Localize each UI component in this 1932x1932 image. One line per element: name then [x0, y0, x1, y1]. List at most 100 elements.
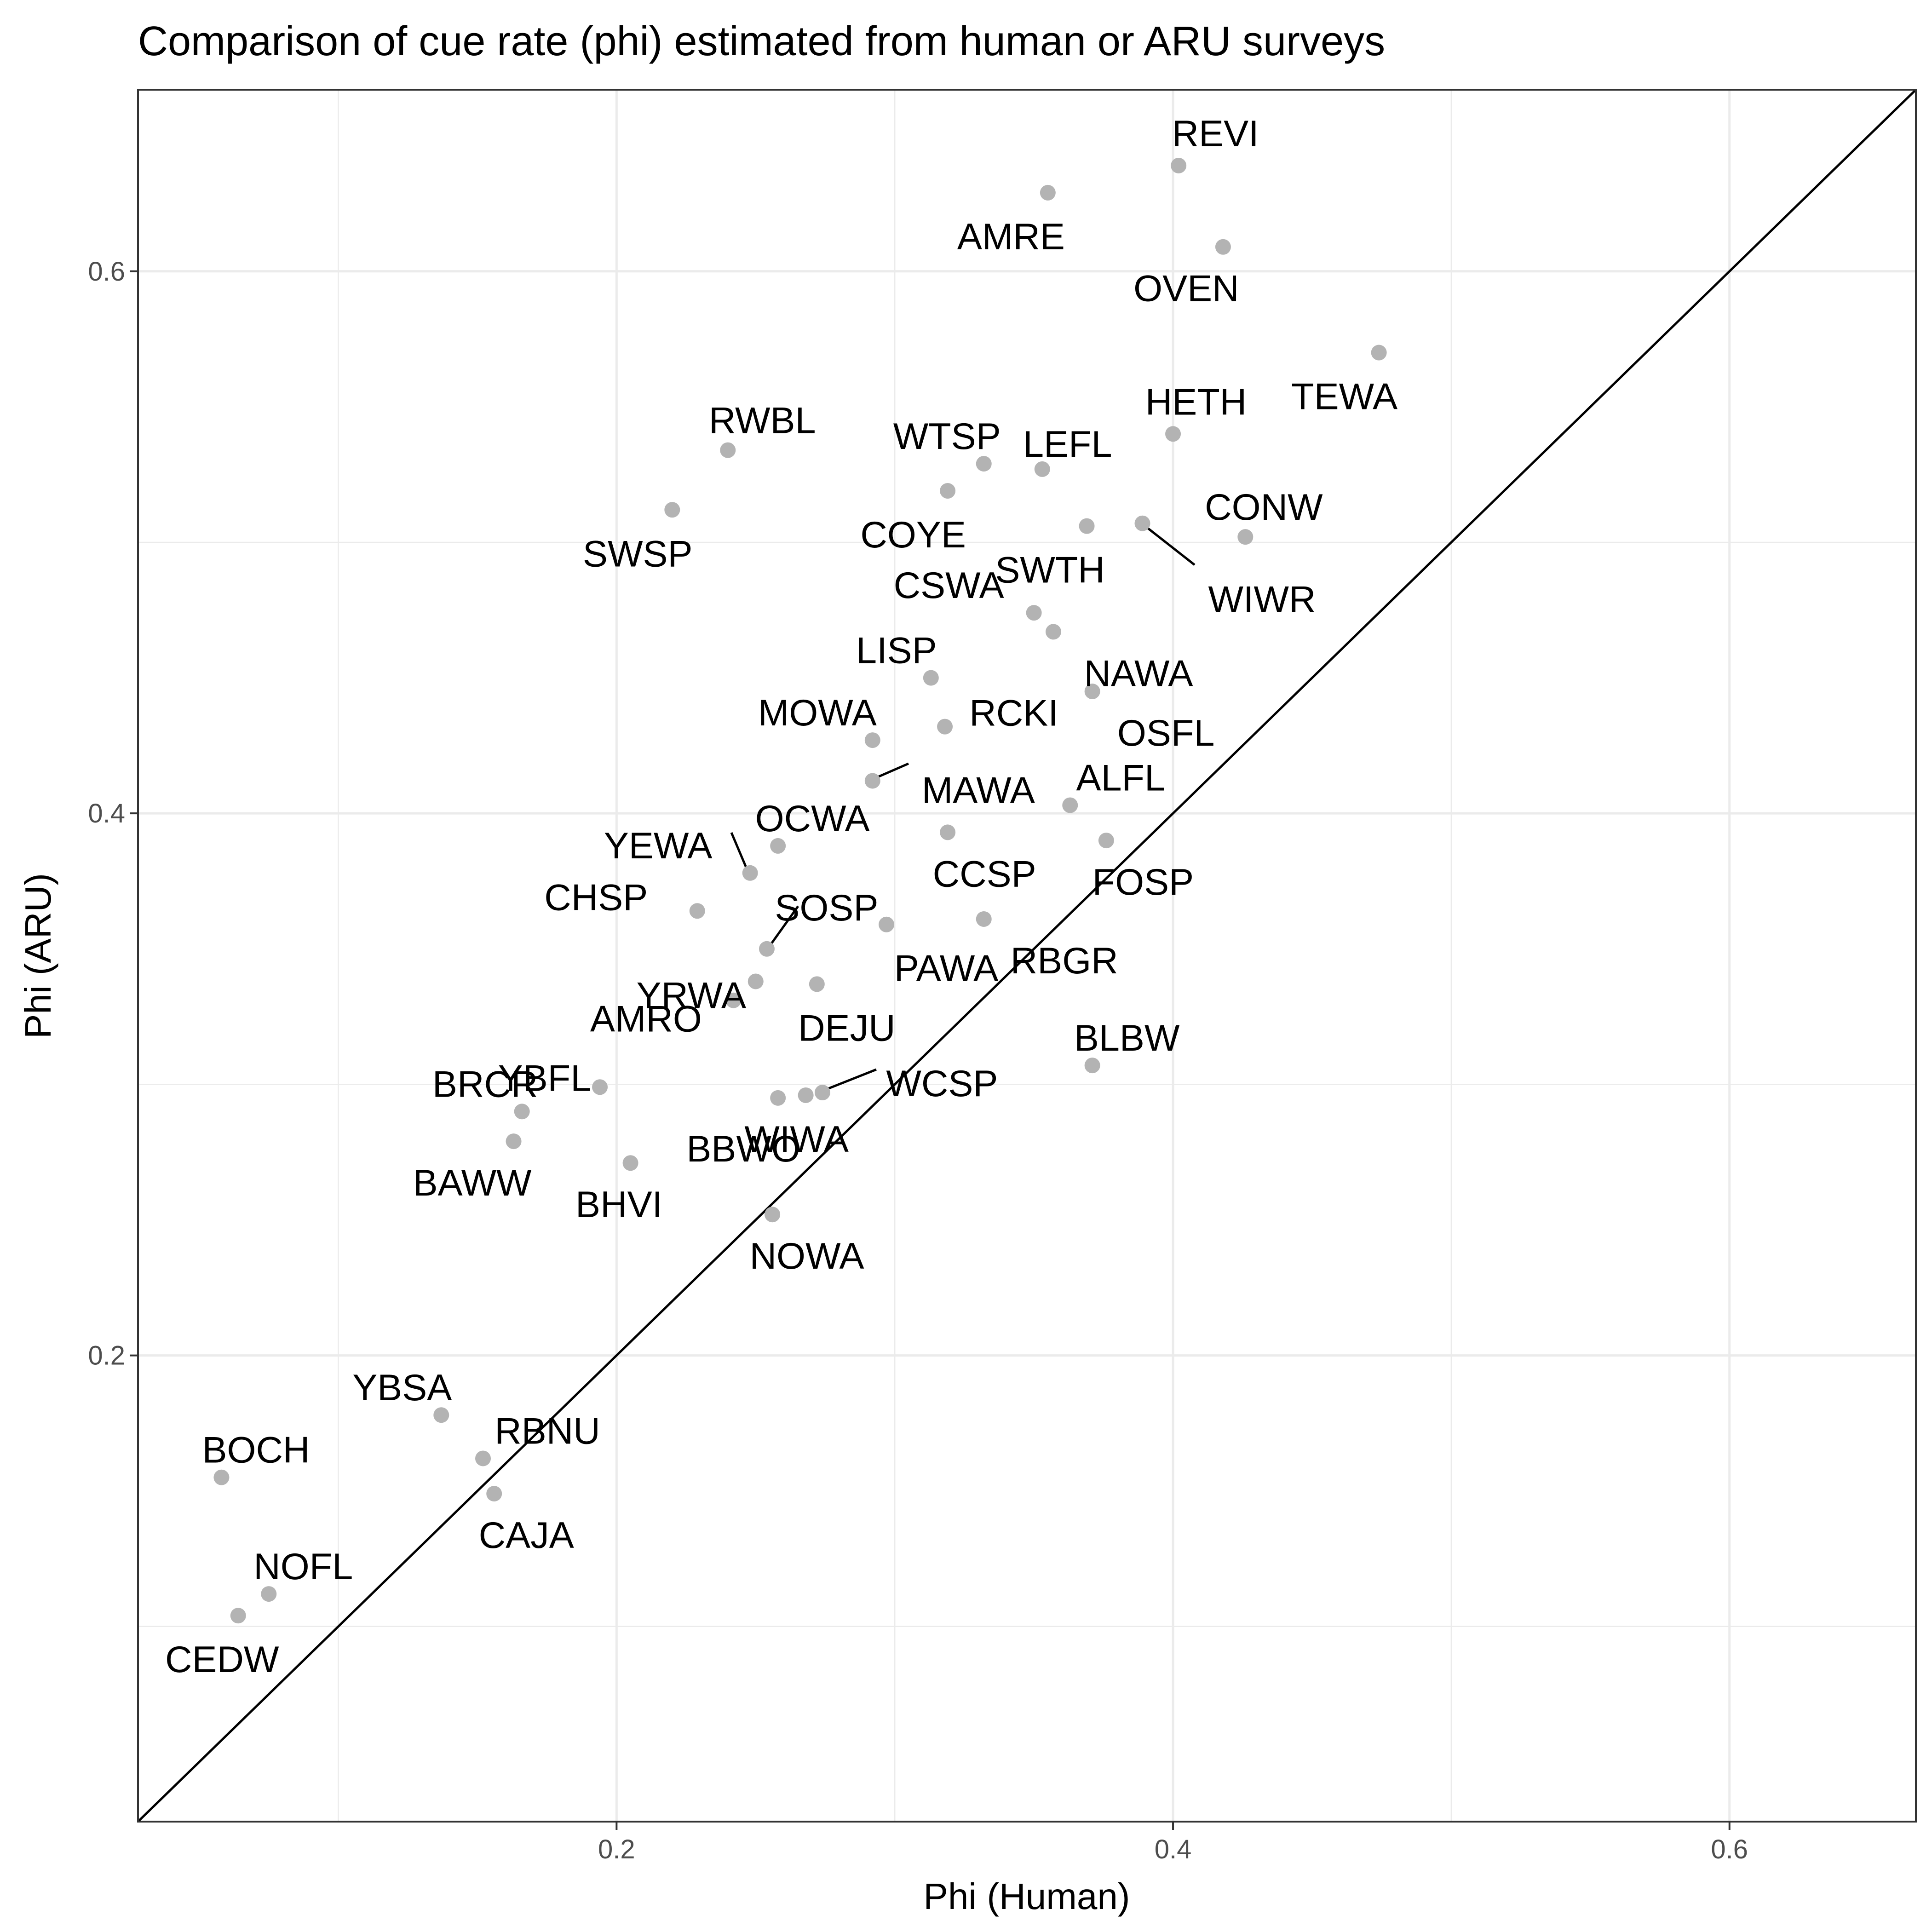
leader-line-wiwr	[1144, 525, 1196, 566]
data-point-ocwa	[770, 838, 786, 854]
data-point-alfl	[1062, 797, 1078, 813]
data-point-ccsp	[940, 824, 956, 840]
point-label-osfl: OSFL	[1117, 713, 1215, 754]
data-point-cedw	[230, 1608, 246, 1624]
point-label-ybsa: YBSA	[352, 1367, 452, 1409]
point-label-ccsp: CCSP	[933, 853, 1036, 895]
x-tick-label: 0.4	[1155, 1834, 1192, 1864]
data-point-baww	[506, 1133, 522, 1150]
data-point-bhvi	[622, 1155, 638, 1171]
point-label-lefl: LEFL	[1023, 424, 1112, 465]
point-label-brcr: BRCR	[432, 1064, 538, 1105]
data-point-nowa	[765, 1207, 781, 1223]
point-label-rcki: RCKI	[969, 693, 1058, 734]
data-point-wiwr	[1134, 515, 1150, 531]
data-point-oven	[1215, 239, 1231, 255]
identity-line	[137, 89, 1917, 1823]
point-label-ybfl: YBFL	[498, 1058, 592, 1099]
data-point-chsp	[689, 903, 705, 919]
axis-ticks: 0.2 0.4 0.6 0.2 0.4 0.6	[88, 257, 1748, 1864]
point-label-rbnu: RBNU	[494, 1410, 600, 1452]
point-label-yrwa: YRWA	[637, 975, 747, 1016]
point-label-amro: AMRO	[590, 999, 702, 1040]
point-label-mawa: MAWA	[922, 770, 1035, 811]
point-label-lisp: LISP	[856, 630, 937, 672]
point-label-fosp: FOSP	[1092, 862, 1194, 903]
point-label-amre: AMRE	[957, 216, 1065, 258]
point-label-sosp: SOSP	[775, 887, 878, 929]
point-label-cedw: CEDW	[165, 1639, 279, 1680]
point-label-wcsp: WCSP	[886, 1063, 998, 1104]
point-label-heth: HETH	[1145, 381, 1247, 423]
point-label-conw: CONW	[1205, 487, 1323, 528]
point-label-yewa: YEWA	[604, 825, 713, 867]
data-point-nofl	[261, 1586, 277, 1602]
data-point-pawa	[879, 916, 895, 932]
identity-line-layer	[137, 89, 1917, 1823]
data-point-rwbl	[720, 442, 736, 458]
data-point-revi	[1171, 157, 1187, 173]
data-point-heth	[1165, 426, 1181, 442]
data-point-wcsp	[814, 1085, 830, 1101]
data-point-bbwo	[770, 1090, 786, 1106]
x-tick-label: 0.2	[598, 1834, 635, 1864]
point-label-rbgr: RBGR	[1011, 940, 1118, 982]
data-points	[213, 157, 1387, 1624]
data-point-swth	[1079, 518, 1095, 534]
data-point-conw	[1237, 529, 1254, 545]
point-label-pawa: PAWA	[894, 948, 999, 989]
data-point-blbw	[1084, 1058, 1100, 1074]
data-point-caja	[486, 1486, 502, 1502]
point-label-coye: COYE	[860, 514, 966, 556]
data-point-rcki	[937, 719, 953, 735]
point-label-mowa: MOWA	[758, 692, 877, 734]
data-point-fosp	[1098, 833, 1114, 849]
data-point-osfl	[1084, 684, 1100, 700]
data-point-rbnu	[475, 1450, 491, 1466]
y-tick-label: 0.4	[88, 799, 125, 828]
point-label-wiwr: WIWR	[1208, 579, 1316, 621]
data-point-amro	[725, 992, 742, 1008]
data-point-brcr	[514, 1104, 530, 1120]
data-point-cswa	[1026, 605, 1042, 621]
data-point-lefl	[1034, 461, 1050, 477]
leader-line-wcsp	[825, 1068, 877, 1091]
data-point-swsp	[664, 502, 680, 518]
data-point-yrwa	[748, 973, 764, 989]
point-label-wiwa: WIWA	[744, 1119, 848, 1160]
point-label-revi: REVI	[1172, 113, 1259, 155]
point-label-chsp: CHSP	[544, 877, 648, 918]
point-label-nowa: NOWA	[750, 1236, 864, 1277]
point-label-ocwa: OCWA	[755, 798, 870, 840]
y-tick-label: 0.2	[88, 1341, 125, 1371]
data-point-lisp	[923, 670, 939, 686]
point-label-caja: CAJA	[479, 1515, 574, 1556]
data-point-nawa	[1045, 624, 1061, 640]
point-label-swsp: SWSP	[583, 533, 693, 575]
data-point-rbgr	[976, 911, 992, 927]
leader-line-sosp	[768, 905, 799, 947]
point-label-cswa: CSWA	[894, 565, 1004, 606]
point-label-deju: DEJU	[798, 1007, 896, 1049]
data-point-coye	[940, 483, 956, 499]
data-point-mowa	[864, 732, 880, 748]
plot-panel-border	[137, 89, 1917, 1823]
data-point-deju	[809, 976, 825, 992]
data-point-ybsa	[433, 1407, 449, 1423]
data-point-wiwa	[798, 1087, 814, 1103]
data-point-mawa	[864, 773, 880, 789]
y-axis-title: Phi (ARU)	[17, 873, 58, 1039]
point-label-oven: OVEN	[1133, 268, 1239, 310]
point-label-alfl: ALFL	[1076, 757, 1165, 799]
data-point-ybfl	[592, 1079, 608, 1095]
point-label-rwbl: RWBL	[709, 400, 816, 442]
data-point-tewa	[1371, 345, 1387, 361]
data-point-yewa	[742, 865, 758, 881]
point-label-baww: BAWW	[413, 1162, 532, 1204]
point-label-bbwo: BBWO	[686, 1128, 800, 1170]
leader-line-mawa	[874, 762, 909, 779]
point-labels: REVI AMRE OVEN TEWA HETH RWBL WTSP LEFL COYE SWSP…	[165, 113, 1397, 1680]
chart-title: Comparison of cue rate (phi) estimated f…	[138, 18, 1385, 64]
point-label-blbw: BLBW	[1074, 1018, 1180, 1059]
point-label-wtsp: WTSP	[893, 416, 1001, 457]
